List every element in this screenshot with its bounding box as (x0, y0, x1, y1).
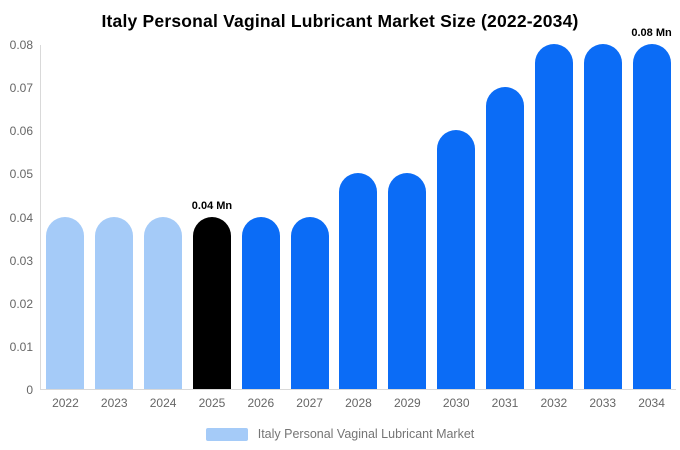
bar-2033 (583, 44, 622, 389)
bar-2032 (534, 44, 573, 389)
legend-swatch (205, 427, 248, 441)
bar-2031 (486, 87, 525, 389)
x-tick-label-2023: 2023 (100, 396, 128, 410)
y-tick-label-0.07: 0.07 (9, 81, 33, 96)
bar-2026 (241, 216, 280, 389)
bar-2028 (339, 173, 378, 389)
x-tick-label-2026: 2026 (247, 396, 275, 410)
bar-2023 (95, 216, 134, 389)
x-tick-label-2025: 2025 (198, 396, 226, 410)
bar-2029 (388, 173, 427, 389)
x-tick-label-2024: 2024 (149, 396, 177, 410)
chart-title: Italy Personal Vaginal Lubricant Market … (101, 11, 579, 31)
x-tick-label-2031: 2031 (491, 396, 519, 410)
bar-column-2028: 2028 (334, 45, 383, 410)
y-tick-label-0.06: 0.06 (9, 124, 33, 139)
bar-2030 (437, 130, 476, 389)
x-tick-label-2030: 2030 (442, 396, 470, 410)
bar-2025: 0.04 Mn (192, 200, 232, 389)
legend-label: Italy Personal Vaginal Lubricant Market (257, 427, 475, 441)
bar-2034: 0.08 Mn (631, 27, 672, 389)
bar-column-2032: 2032 (529, 44, 578, 410)
y-tick-label-0.08: 0.08 (9, 38, 33, 52)
plot-area: 2022 2023 2024 0.04 Mn 2025 2026 2027 2028 2029 2… (40, 27, 676, 411)
y-tick-label-0.03: 0.03 (9, 253, 33, 268)
bar-2024 (144, 216, 183, 389)
y-tick-label-0.04: 0.04 (9, 210, 33, 225)
bar-column-2027: 2027 (285, 45, 334, 410)
bar-column-2026: 2026 (236, 45, 285, 410)
bar-value-label-2034: 0.08 Mn (631, 27, 672, 39)
chart-legend: Italy Personal Vaginal Lubricant Market (0, 427, 680, 441)
bar-value-label-2025: 0.04 Mn (191, 199, 233, 212)
x-tick-label-2033: 2033 (589, 396, 617, 410)
x-tick-label-2022: 2022 (52, 396, 79, 410)
y-tick-label-0: 0 (26, 383, 33, 397)
y-tick-label-0.01: 0.01 (9, 339, 33, 354)
bar-column-2023: 2023 (90, 45, 139, 410)
x-tick-label-2032: 2032 (540, 396, 568, 410)
bar-column-2024: 2024 (139, 45, 188, 410)
x-tick-label-2027: 2027 (296, 396, 323, 410)
bar-column-2022: 2022 (41, 45, 90, 410)
bar-2022 (46, 216, 85, 389)
bar-column-2029: 2029 (383, 45, 432, 410)
x-tick-label-2029: 2029 (393, 396, 421, 410)
x-tick-label-2028: 2028 (345, 396, 372, 410)
bar-column-2030: 2030 (432, 45, 481, 410)
bar-column-2034: 0.08 Mn 2034 (627, 27, 676, 410)
bar-column-2033: 2033 (578, 44, 627, 410)
y-tick-label-0.02: 0.02 (9, 296, 33, 311)
bar-column-2025: 0.04 Mn 2025 (188, 45, 237, 411)
bar-column-2031: 2031 (481, 45, 530, 410)
bar-2027 (290, 216, 329, 389)
x-tick-label-2034: 2034 (638, 396, 665, 410)
y-tick-label-0.05: 0.05 (9, 167, 33, 182)
